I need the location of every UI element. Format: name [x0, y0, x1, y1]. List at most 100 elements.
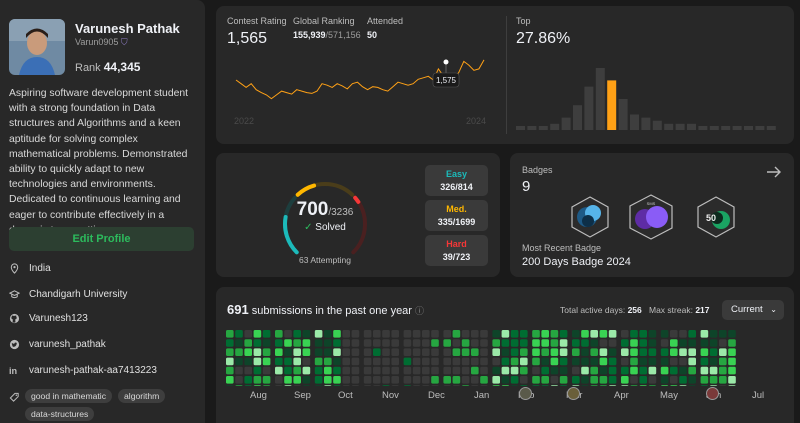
heatmap-cell[interactable]	[262, 385, 271, 386]
heatmap-cell[interactable]	[541, 339, 549, 347]
heatmap-cell[interactable]	[333, 376, 341, 384]
heatmap-cell[interactable]	[342, 348, 350, 356]
heatmap-cell[interactable]	[412, 385, 421, 386]
heatmap-cell[interactable]	[679, 366, 687, 375]
heatmap-cell[interactable]	[342, 339, 350, 347]
heatmap-cell[interactable]	[391, 330, 399, 338]
heatmap-cell[interactable]	[572, 357, 580, 366]
heatmap-cell[interactable]	[443, 366, 451, 375]
heatmap-cell[interactable]	[253, 330, 262, 338]
top-histogram[interactable]	[516, 66, 786, 130]
heatmap-cell[interactable]	[412, 366, 421, 375]
heatmap-cell[interactable]	[461, 339, 470, 347]
heatmap-cell[interactable]	[363, 376, 372, 384]
heatmap-cell[interactable]	[608, 357, 617, 366]
heatmap-cell[interactable]	[452, 330, 461, 338]
heatmap-cell[interactable]	[422, 357, 430, 366]
heatmap-cell[interactable]	[581, 330, 589, 338]
heatmap-cell[interactable]	[510, 357, 519, 366]
heatmap-cell[interactable]	[621, 357, 629, 366]
heatmap-cell[interactable]	[621, 339, 629, 347]
heatmap-cell[interactable]	[670, 385, 678, 386]
heatmap-cell[interactable]	[541, 348, 549, 356]
heatmap-cell[interactable]	[275, 385, 283, 386]
heatmap-cell[interactable]	[501, 376, 510, 384]
heatmap-cell[interactable]	[480, 330, 488, 338]
heatmap-cell[interactable]	[363, 385, 372, 386]
heatmap-cell[interactable]	[235, 376, 243, 384]
heatmap-cell[interactable]	[532, 385, 540, 386]
heatmap-cell[interactable]	[253, 339, 262, 347]
skill-tag[interactable]: data-structures	[25, 407, 95, 421]
heatmap-cell[interactable]	[226, 339, 234, 347]
heatmap-cell[interactable]	[608, 348, 617, 356]
heatmap-cell[interactable]	[391, 366, 399, 375]
rating-chart[interactable]: 2022 2024 1,575	[216, 6, 506, 144]
heatmap-cell[interactable]	[373, 376, 381, 384]
heatmap-cell[interactable]	[581, 385, 589, 386]
heatmap-cell[interactable]	[670, 376, 678, 384]
heatmap-cell[interactable]	[480, 366, 488, 375]
heatmap-cell[interactable]	[262, 330, 271, 338]
heatmap-cell[interactable]	[532, 357, 540, 366]
heatmap-cell[interactable]	[559, 385, 568, 386]
heatmap-cell[interactable]	[275, 330, 283, 338]
heatmap-cell[interactable]	[590, 339, 598, 347]
heatmap-cell[interactable]	[559, 376, 568, 384]
heatmap-cell[interactable]	[590, 348, 598, 356]
heatmap-cell[interactable]	[431, 376, 439, 384]
heatmap-cell[interactable]	[608, 385, 617, 386]
heatmap-cell[interactable]	[351, 385, 360, 386]
heatmap-cell[interactable]	[351, 357, 360, 366]
heatmap-cell[interactable]	[302, 330, 311, 338]
heatmap-cell[interactable]	[599, 357, 608, 366]
heatmap-cell[interactable]	[412, 376, 421, 384]
heatmap-cell[interactable]	[226, 376, 234, 384]
heatmap-cell[interactable]	[520, 385, 528, 386]
heatmap-cell[interactable]	[333, 357, 341, 366]
heatmap-cell[interactable]	[333, 330, 341, 338]
heatmap-cell[interactable]	[373, 348, 381, 356]
heatmap-cell[interactable]	[293, 366, 301, 375]
badge-icon[interactable]: SMS	[626, 193, 676, 241]
heatmap-cell[interactable]	[520, 348, 528, 356]
heatmap-cell[interactable]	[452, 348, 461, 356]
heatmap-cell[interactable]	[660, 366, 669, 375]
heatmap-cell[interactable]	[373, 357, 381, 366]
heatmap-cell[interactable]	[501, 330, 510, 338]
heatmap-cell[interactable]	[226, 348, 234, 356]
heatmap-cell[interactable]	[510, 348, 519, 356]
heatmap-cell[interactable]	[679, 357, 687, 366]
heatmap-cell[interactable]	[630, 330, 638, 338]
heatmap-cell[interactable]	[324, 330, 332, 338]
heatmap-cell[interactable]	[293, 339, 301, 347]
heatmap-cell[interactable]	[532, 376, 540, 384]
heatmap-cell[interactable]	[262, 376, 271, 384]
rating-point[interactable]	[443, 59, 449, 65]
heatmap-cell[interactable]	[235, 385, 243, 386]
badge-marker-icon[interactable]	[519, 387, 532, 400]
heatmap-cell[interactable]	[581, 357, 589, 366]
heatmap-cell[interactable]	[363, 330, 372, 338]
heatmap-cell[interactable]	[275, 339, 283, 347]
heatmap-cell[interactable]	[302, 376, 311, 384]
heatmap-cell[interactable]	[333, 339, 341, 347]
heatmap-cell[interactable]	[688, 348, 696, 356]
heatmap-cell[interactable]	[700, 366, 709, 375]
heatmap-cell[interactable]	[262, 357, 271, 366]
heatmap-cell[interactable]	[244, 357, 252, 366]
year-select[interactable]: Current ⌄	[722, 300, 784, 320]
heatmap-cell[interactable]	[422, 385, 430, 386]
heatmap-cell[interactable]	[324, 348, 332, 356]
easy-stat[interactable]: Easy 326/814	[425, 165, 488, 196]
heatmap-cell[interactable]	[235, 330, 243, 338]
heatmap-cell[interactable]	[709, 330, 718, 338]
heatmap-cell[interactable]	[480, 376, 488, 384]
heatmap-cell[interactable]	[648, 357, 657, 366]
heatmap-cell[interactable]	[293, 376, 301, 384]
heatmap-cell[interactable]	[719, 376, 727, 384]
heatmap-cell[interactable]	[492, 339, 500, 347]
heatmap-cell[interactable]	[351, 376, 360, 384]
heatmap-cell[interactable]	[639, 330, 647, 338]
heatmap-cell[interactable]	[559, 330, 568, 338]
